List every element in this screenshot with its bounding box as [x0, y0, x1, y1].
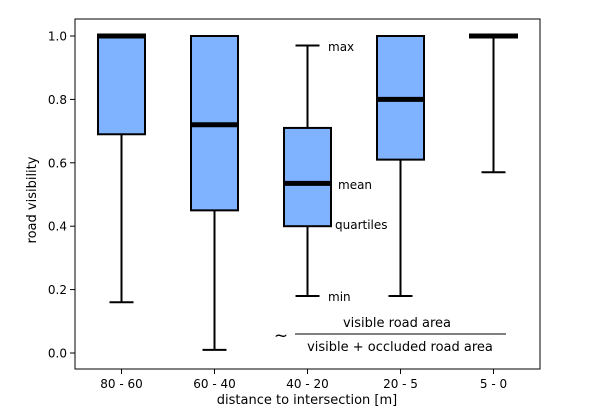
box-group-1	[97, 33, 146, 304]
box-group-2	[190, 35, 239, 351]
x-tick-label: 5 - 0	[480, 377, 507, 391]
y-tick-label: 0.8	[48, 93, 67, 107]
x-tick-label: 60 - 40	[193, 377, 236, 391]
formula-denominator: visible + occluded road area	[307, 340, 493, 355]
y-tick-label: 0.4	[48, 220, 67, 234]
box-group-4	[376, 35, 425, 297]
annotation-max: max	[328, 40, 354, 54]
y-tick-label: 0.6	[48, 156, 67, 170]
y-tick-label: 0.2	[48, 283, 67, 297]
y-tick-label: 1.0	[48, 30, 67, 44]
x-tick-label: 80 - 60	[100, 377, 143, 391]
y-axis-label: road visibility	[25, 156, 40, 243]
formula-numerator: visible road area	[343, 316, 451, 331]
x-axis-label: distance to intersection [m]	[217, 393, 397, 408]
annotation-mean: mean	[338, 178, 372, 192]
annotation-quartiles: quartiles	[335, 218, 388, 232]
boxes-layer	[97, 33, 518, 351]
box-group-5	[469, 33, 518, 174]
annotation-min: min	[328, 290, 351, 304]
axes-layer: 0.0 0.2 0.4 0.6 0.8 1.0 80 - 60 60 - 40 40 - 20 2…	[48, 18, 541, 391]
x-tick-label: 20 - 5	[383, 377, 418, 391]
quartile-box	[283, 126, 332, 228]
formula-tilde: ~	[274, 326, 288, 346]
x-tick-label: 40 - 20	[286, 377, 329, 391]
quartile-box	[97, 35, 146, 136]
y-tick-label: 0.0	[48, 347, 67, 361]
box-group-3	[283, 44, 332, 297]
